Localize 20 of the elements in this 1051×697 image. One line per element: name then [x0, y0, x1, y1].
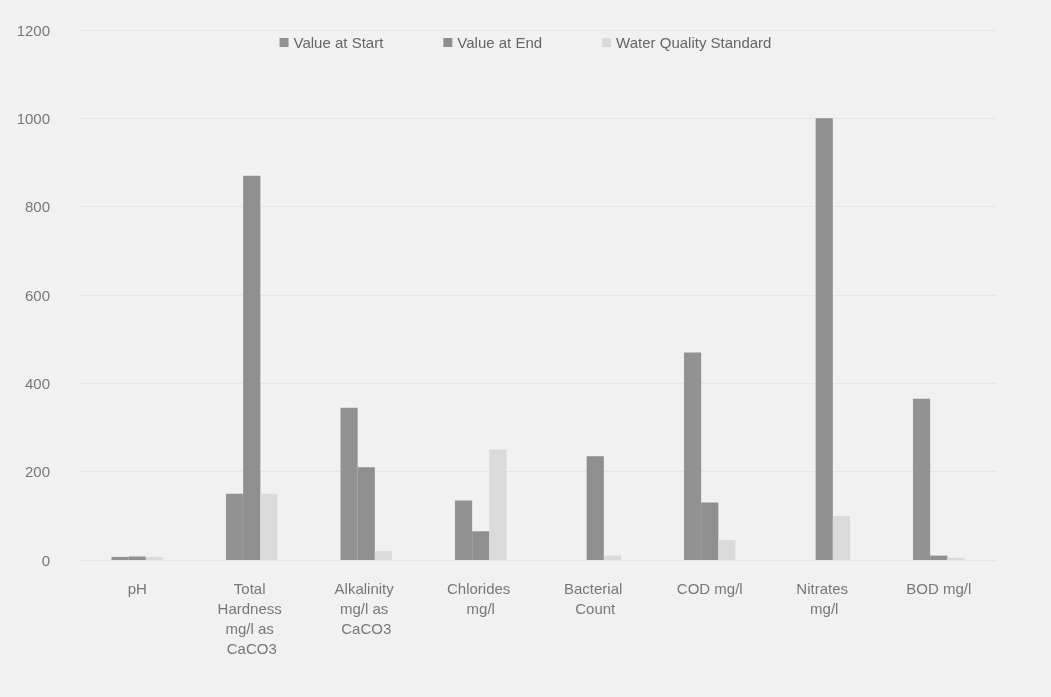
x-tick-label: Chlorides mg/l [446, 579, 515, 617]
y-tick-label: 1000 [16, 109, 50, 127]
y-tick-label: 800 [24, 198, 50, 216]
x-tick-label: Alkalinity mg/l as CaCO3 [334, 579, 398, 637]
x-tick-label: COD mg/l [676, 579, 743, 597]
legend-label: Water Quality Standard [616, 34, 772, 51]
y-tick-label: 1200 [16, 21, 50, 39]
bar [815, 118, 833, 560]
bar [586, 456, 604, 560]
y-tick-label: 200 [24, 463, 50, 481]
x-tick-label: Nitrates mg/l [796, 579, 853, 617]
legend-label: Value at End [457, 34, 543, 51]
x-tick-label: BOD mg/l [906, 579, 972, 597]
y-tick-label: 600 [24, 286, 50, 304]
y-tick-label: 400 [24, 374, 50, 392]
x-tick-label: Total Hardness mg/l as CaCO3 [217, 579, 286, 657]
y-tick-label: 0 [41, 551, 50, 569]
legend-label: Value at Start [293, 34, 385, 51]
x-tick-label: pH [127, 579, 147, 597]
x-tick-label: Bacterial Count [563, 579, 627, 617]
